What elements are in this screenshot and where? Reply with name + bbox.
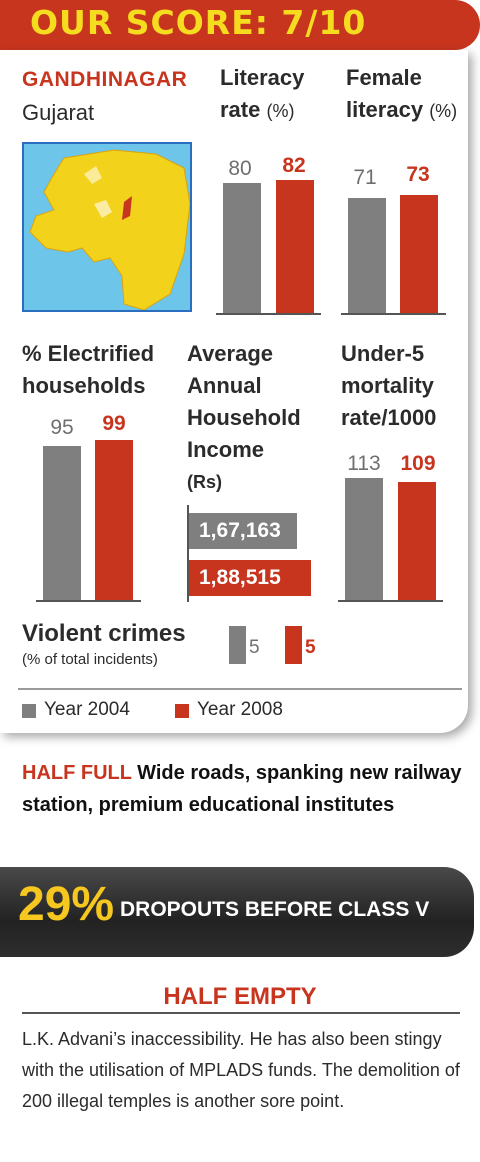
legend-2008-label: Year 2008 [197, 699, 283, 720]
electrified-title: % Electrified households [22, 341, 155, 398]
half-empty-text: L.K. Advani’s inaccessibility. He has al… [22, 1029, 460, 1111]
crimes-subtitle: (% of total incidents) [22, 651, 158, 668]
income-axis [187, 505, 189, 602]
income-title: Average Annual Household Income (Rs) [187, 341, 301, 492]
half-empty-divider [22, 1012, 460, 1014]
income-2004-bar: 1,67,163 [189, 513, 297, 549]
income-2004-label: 1,67,163 [199, 519, 281, 542]
state-name: Gujarat [22, 100, 95, 125]
mortality-2004-label: 113 [347, 452, 381, 475]
score-text: OUR SCORE: 7/10 [30, 3, 367, 42]
score-banner: OUR SCORE: 7/10 [0, 0, 480, 50]
electrified-2008-bar [95, 439, 133, 600]
mortality-title: Under-5 mortality rate/1000 [341, 341, 437, 430]
gujarat-map [22, 142, 192, 312]
literacy-2004-bar [223, 183, 261, 313]
literacy-2008-bar [276, 180, 314, 313]
literacy-2008-label: 82 [282, 154, 306, 177]
mortality-baseline [338, 600, 443, 602]
legend-divider [18, 688, 462, 690]
dropout-text: DROPOUTS BEFORE CLASS V [120, 898, 430, 921]
female-literacy-baseline [341, 313, 446, 315]
crimes-2004-bar [229, 626, 246, 664]
crimes-2008-bar [285, 626, 302, 664]
legend-2004-label: Year 2004 [44, 699, 130, 720]
crimes-title: Violent crimes [22, 620, 186, 647]
mortality-2004-bar [345, 477, 383, 600]
gandhinagar-marker [122, 196, 132, 220]
map-graphic [29, 149, 190, 310]
electrified-2008-label: 99 [102, 412, 126, 435]
mortality-2008-bar [398, 482, 436, 600]
half-empty-title: HALF EMPTY [163, 983, 317, 1010]
crimes-2008-label: 5 [305, 637, 316, 658]
legend-2008-swatch [175, 704, 189, 718]
literacy-baseline [216, 313, 321, 315]
mortality-2008-label: 109 [400, 452, 436, 475]
income-2008-bar: 1,88,515 [189, 560, 311, 596]
city-name: GANDHINAGAR [22, 68, 188, 91]
half-full-text: HALF FULL Wide roads, spanking new railw… [22, 757, 462, 821]
female-literacy-2008-label: 73 [406, 163, 430, 186]
electrified-baseline [36, 600, 141, 602]
half-full-label: HALF FULL [22, 762, 132, 784]
literacy-title: Literacy rate (%) [220, 65, 305, 122]
crimes-2004-label: 5 [249, 637, 260, 658]
literacy-2004-label: 80 [228, 157, 252, 180]
female-literacy-2004-label: 71 [353, 166, 377, 189]
female-literacy-title: Female literacy (%) [346, 65, 458, 122]
electrified-2004-bar [43, 446, 81, 600]
electrified-2004-label: 95 [50, 416, 74, 439]
dropout-banner [0, 867, 474, 957]
female-literacy-2008-bar [400, 194, 438, 313]
female-literacy-2004-bar [348, 197, 386, 313]
income-2008-label: 1,88,515 [199, 566, 281, 589]
half-full-body: Wide roads, spanking new railway station… [22, 762, 462, 816]
dropout-percent: 29% [18, 878, 115, 931]
legend-2004-swatch [22, 704, 36, 718]
